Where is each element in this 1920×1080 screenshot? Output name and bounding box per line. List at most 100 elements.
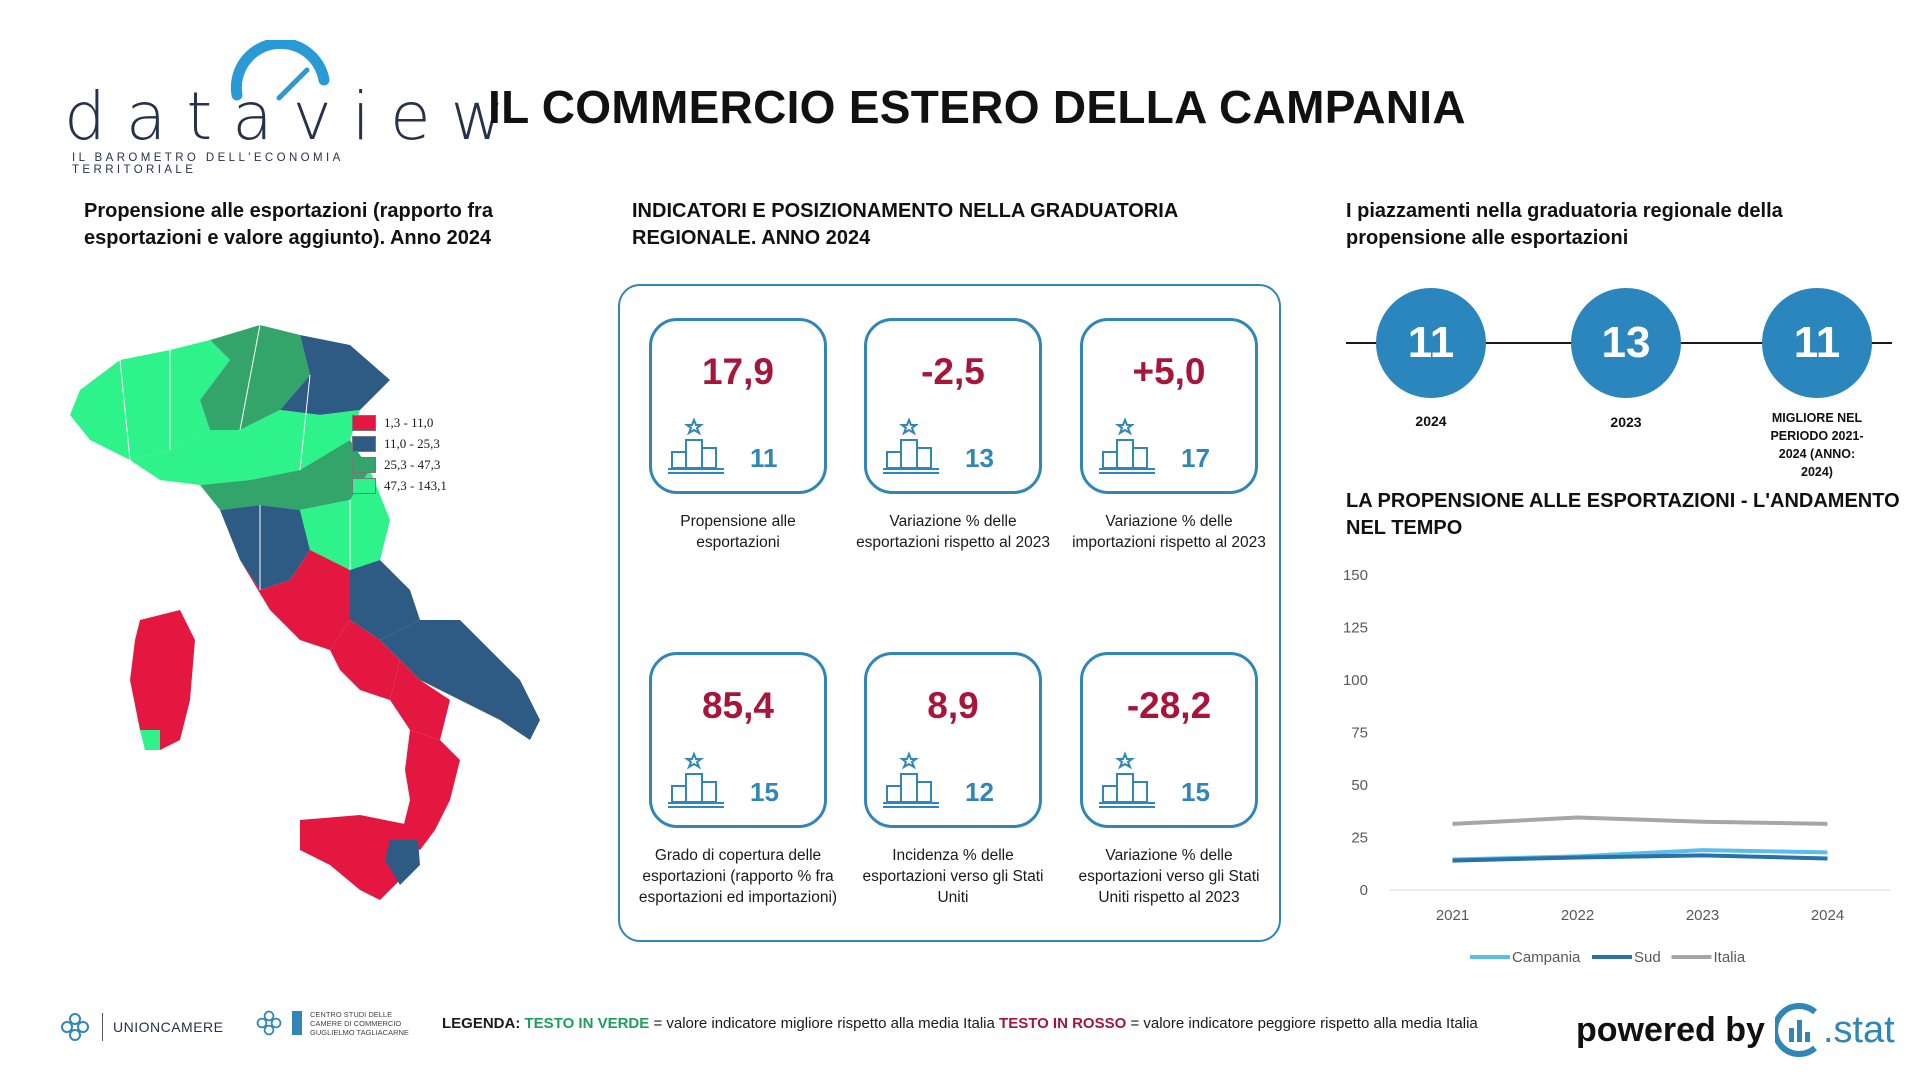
chart-title: LA PROPENSIONE ALLE ESPORTAZIONI - L'AND… xyxy=(1346,490,1900,539)
powered-by: powered by .stat xyxy=(1576,1000,1895,1060)
map-sicily xyxy=(300,815,420,900)
indicator-card: 8,9 12 xyxy=(864,652,1042,828)
podium-icon xyxy=(1099,751,1155,808)
ranking-section-title: I piazzamenti nella graduatoria regional… xyxy=(1346,200,1783,249)
legend-label: Italia xyxy=(1714,949,1746,966)
map-legend-item: 1,3 - 11,0 xyxy=(352,412,447,433)
footer-legend: LEGENDA: TESTO IN VERDE = valore indicat… xyxy=(442,1015,1478,1032)
podium-icon xyxy=(883,751,939,808)
series-line-sud xyxy=(1452,853,1828,863)
page-title: IL COMMERCIO ESTERO DELLA CAMPANIA xyxy=(488,81,1466,133)
map-basilicata xyxy=(390,660,450,740)
map-legend-item: 25,3 - 47,3 xyxy=(352,454,447,475)
x-tick-label: 2023 xyxy=(1686,907,1719,924)
indicators-panel xyxy=(618,284,1281,942)
map-lazio xyxy=(240,550,350,650)
legend-label: Sud xyxy=(1634,949,1661,966)
legend-green: TESTO IN VERDE xyxy=(524,1015,650,1032)
indicator-description: Variazione % delle esportazioni rispetto… xyxy=(856,513,1050,551)
map-north-centre xyxy=(200,325,310,430)
indicator-card: -28,2 15 xyxy=(1080,652,1258,828)
map-po-valley xyxy=(130,410,360,485)
map-campania xyxy=(330,620,400,700)
flower-icon xyxy=(256,1010,282,1036)
stat-logo-icon xyxy=(1774,1003,1817,1057)
y-tick-label: 125 xyxy=(1343,620,1368,637)
rank-circle: 13 xyxy=(1571,288,1681,398)
y-tick-label: 50 xyxy=(1351,777,1368,794)
unioncamere-label: UNIONCAMERE xyxy=(113,1019,224,1035)
indicator-value: -2,5 xyxy=(921,351,985,392)
y-tick-label: 75 xyxy=(1351,725,1368,742)
legend-green-text: = valore indicatore migliore rispetto al… xyxy=(653,1015,995,1032)
indicator-rank: 13 xyxy=(965,443,994,473)
map-toscana xyxy=(220,505,310,590)
indicator-card: 85,4 15 xyxy=(649,652,827,828)
indicator-value: +5,0 xyxy=(1132,351,1206,392)
indicator-card: 17,9 11 xyxy=(649,318,827,494)
indicators-section-title: INDICATORI E POSIZIONAMENTO NELLA GRADUA… xyxy=(632,200,1178,249)
y-tick-label: 150 xyxy=(1343,567,1368,584)
logo: dataview IL BAROMETRO DELL'ECONOMIA TERR… xyxy=(64,40,505,176)
map-legend: 1,3 - 11,0 11,0 - 25,3 25,3 - 47,3 47,3 … xyxy=(352,412,447,496)
map-emilia xyxy=(200,440,370,510)
rank-circle: 11 xyxy=(1376,288,1486,398)
italy-map xyxy=(70,324,540,900)
map-marche xyxy=(300,470,390,570)
series-line-italia xyxy=(1452,815,1828,826)
indicator-card: +5,0 17 xyxy=(1080,318,1258,494)
map-north-west xyxy=(70,340,230,460)
map-sardinia xyxy=(130,610,195,750)
podium-icon xyxy=(883,417,939,474)
flower-icon xyxy=(61,1013,89,1041)
rank-circle: 11 xyxy=(1762,288,1872,398)
indicator-description: Incidenza % delle esportazioni verso gli… xyxy=(862,847,1044,906)
map-sardinia-south xyxy=(140,730,160,750)
logo-subtitle: IL BAROMETRO DELL'ECONOMIA TERRITORIALE xyxy=(72,152,344,176)
indicator-description: Variazione % delle esportazioni verso gl… xyxy=(1078,847,1260,906)
rank-label: 2024 xyxy=(1415,413,1447,429)
indicator-value: -28,2 xyxy=(1126,685,1212,726)
legend-prefix: LEGENDA: xyxy=(442,1015,521,1032)
logo-wordmark: dataview xyxy=(64,78,525,155)
rank-label: MIGLIORE NEL PERIODO 2021-2024 (ANNO: 20… xyxy=(1770,411,1864,479)
x-tick-label: 2021 xyxy=(1436,907,1469,924)
indicator-rank: 15 xyxy=(750,777,779,807)
map-sicily-east xyxy=(385,840,420,885)
podium-icon xyxy=(668,751,724,808)
map-legend-item: 11,0 - 25,3 xyxy=(352,433,447,454)
legend-label: Campania xyxy=(1512,949,1581,966)
map-section-title: Propensione alle esportazioni (rapporto … xyxy=(84,200,493,249)
powered-by-label: powered by xyxy=(1576,1010,1765,1049)
indicator-rank: 17 xyxy=(1181,443,1210,473)
line-chart: 0 25 50 75 100 125 150 2021 2022 2023 2024 Campania… xyxy=(1343,567,1890,966)
legend-red: TESTO IN ROSSO xyxy=(999,1015,1127,1032)
tagliacarne-logo: CENTRO STUDI DELLE CAMERE DI COMMERCIO G… xyxy=(254,1008,409,1038)
map-abruzzo xyxy=(350,560,420,640)
podium-icon xyxy=(668,417,724,474)
indicator-value: 17,9 xyxy=(701,351,774,392)
x-tick-label: 2022 xyxy=(1561,907,1594,924)
indicator-rank: 11 xyxy=(750,443,778,473)
y-tick-label: 100 xyxy=(1343,672,1368,689)
indicator-description: Variazione % delle importazioni rispetto… xyxy=(1072,513,1266,551)
indicator-value: 85,4 xyxy=(701,685,774,726)
y-tick-label: 25 xyxy=(1351,830,1368,847)
podium-icon xyxy=(1099,417,1155,474)
map-calabria xyxy=(400,730,460,850)
map-legend-item: 47,3 - 143,1 xyxy=(352,475,447,496)
y-tick-label: 0 xyxy=(1360,882,1368,899)
indicator-card: -2,5 13 xyxy=(864,318,1042,494)
stat-brand: .stat xyxy=(1822,1008,1895,1051)
logo-arc-icon xyxy=(230,40,330,101)
indicator-description: Propensione alle esportazioni xyxy=(680,513,796,551)
indicator-rank: 15 xyxy=(1181,777,1210,807)
unioncamere-logo: UNIONCAMERE xyxy=(58,1010,224,1044)
map-puglia xyxy=(380,620,540,740)
x-tick-label: 2024 xyxy=(1811,907,1844,924)
indicator-description: Grado di copertura delle esportazioni (r… xyxy=(638,847,838,906)
rank-label: 2023 xyxy=(1610,414,1642,430)
indicator-value: 8,9 xyxy=(927,685,979,726)
legend-red-text: = valore indicatore peggiore rispetto al… xyxy=(1130,1015,1478,1032)
indicator-rank: 12 xyxy=(965,777,994,807)
